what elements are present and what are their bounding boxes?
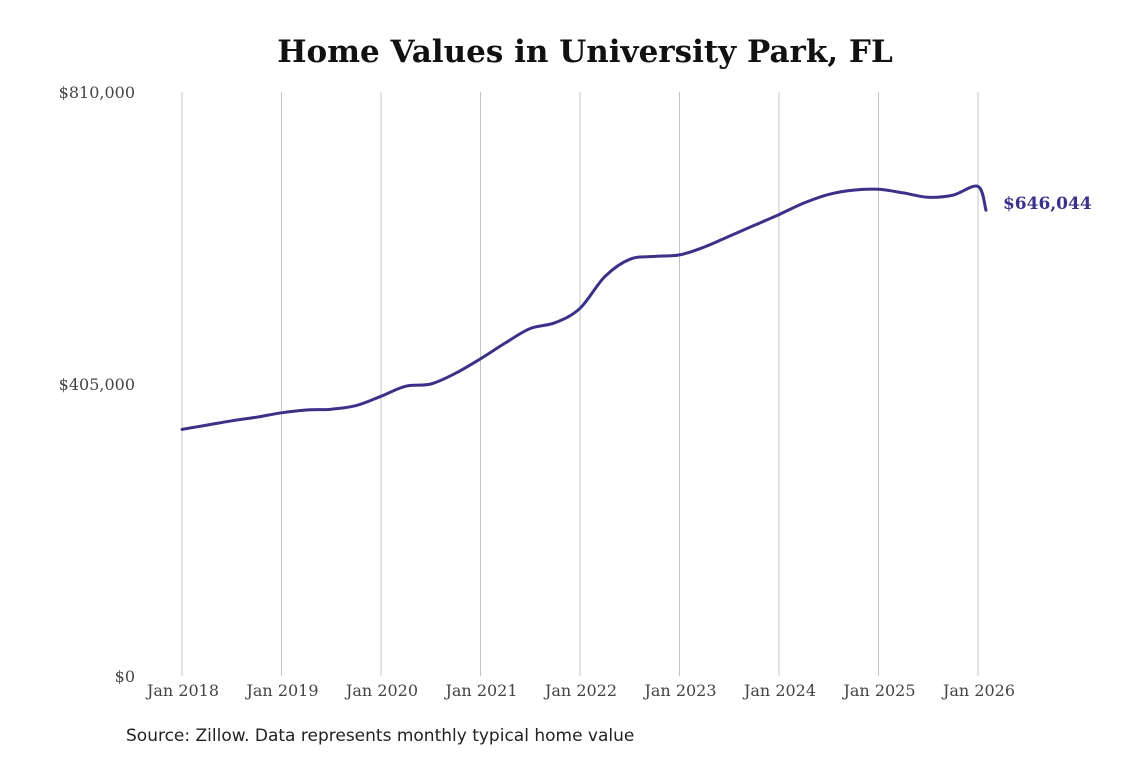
x-tick-label: Jan 2024 <box>742 681 816 700</box>
source-note: Source: Zillow. Data represents monthly … <box>126 726 635 746</box>
series-line-0 <box>180 184 988 431</box>
x-tick-label: Jan 2025 <box>841 681 915 700</box>
x-axis-tick-labels: Jan 2018 Jan 2019 Jan 2020 Jan 2021 Jan 2022… <box>145 681 1015 700</box>
y-tick-label: $405,000 <box>59 375 135 394</box>
x-tick-label: Jan 2023 <box>642 681 716 700</box>
x-tick-label: Jan 2021 <box>443 681 517 700</box>
series-layer: $646,044 <box>180 184 1092 431</box>
x-tick-label: Jan 2022 <box>543 681 617 700</box>
x-tick-label: Jan 2018 <box>145 681 219 700</box>
grid-lines <box>181 92 979 676</box>
end-value-label: $646,044 <box>1003 194 1092 214</box>
y-tick-label: $0 <box>115 667 135 686</box>
y-tick-label: $810,000 <box>59 83 135 102</box>
x-tick-label: Jan 2019 <box>244 681 318 700</box>
x-tick-label: Jan 2026 <box>941 681 1015 700</box>
x-tick-label: Jan 2020 <box>344 681 418 700</box>
y-axis-tick-labels: $0 $405,000 $810,000 <box>59 83 135 686</box>
chart-title: Home Values in University Park, FL <box>277 34 893 70</box>
